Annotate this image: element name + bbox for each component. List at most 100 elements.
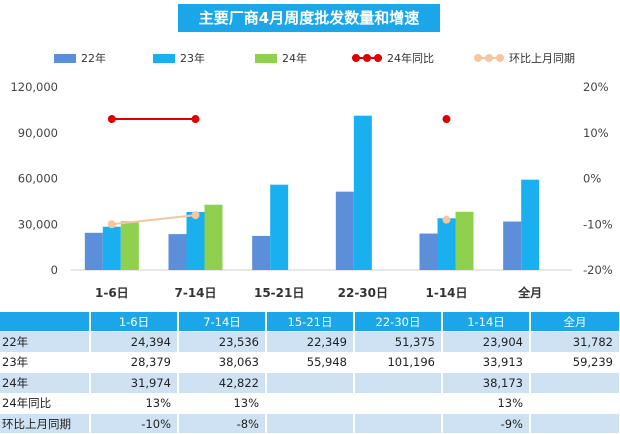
bar-24年 <box>455 211 474 270</box>
y-left-tick-label: 90,000 <box>18 126 58 140</box>
legend-swatch-23 <box>153 53 175 63</box>
table-cell <box>354 393 443 414</box>
y-left-tick-label: 120,000 <box>10 80 58 94</box>
table-cell: 59,239 <box>530 352 620 374</box>
table-row-label: 24年同比 <box>0 393 91 414</box>
table-cell: 55,948 <box>266 352 355 374</box>
x-tick-label: 15-21日 <box>254 286 304 300</box>
table-cell: 24,394 <box>90 331 179 353</box>
bar-23年 <box>186 211 205 270</box>
table-header-row: 1-6日 7-14日 15-21日 22-30日 1-14日 全月 <box>0 312 620 333</box>
chart-plot: 0 30,000 60,000 90,000 120,000 -20% -10% 0% 10% 2… <box>10 80 613 300</box>
table-cell: -9% <box>442 413 531 434</box>
legend-swatch-24 <box>255 53 277 63</box>
table-cell: 23,536 <box>178 331 267 353</box>
bar-23年 <box>521 179 540 270</box>
line-point-24年同比 <box>442 115 451 124</box>
legend-label-yoy: 24年同比 <box>387 52 434 65</box>
line-segment-环比上月同期 <box>111 214 196 226</box>
table-cell: 42,822 <box>178 372 267 394</box>
table-cell: 23,904 <box>442 331 531 353</box>
legend-item-yoy: 24年同比 <box>352 50 434 66</box>
table-cell: 38,173 <box>442 372 531 394</box>
bar-23年 <box>102 226 121 270</box>
table-cell: 51,375 <box>354 331 443 353</box>
y-right-tick-label: 0% <box>583 172 601 186</box>
legend-marker-yoy <box>352 53 382 63</box>
table-cell: 38,063 <box>178 352 267 374</box>
y-right-tick-label: 20% <box>583 80 609 94</box>
legend-label-23: 23年 <box>180 52 205 65</box>
bar-22年 <box>419 233 438 270</box>
bar-22年 <box>84 232 103 270</box>
table-row: 环比上月同期 -10% -8% -9% <box>0 413 620 434</box>
line-point-环比上月同期 <box>191 211 200 220</box>
table-cell: 28,379 <box>90 352 179 374</box>
bar-22年 <box>335 191 354 270</box>
legend-item-24: 24年 <box>255 50 307 66</box>
y-left-tick-label: 0 <box>51 263 58 277</box>
bar-23年 <box>270 184 289 270</box>
legend-item-22: 22年 <box>54 50 106 66</box>
x-tick-label: 1-6日 <box>95 286 129 300</box>
table-cell <box>530 413 620 434</box>
legend-item-mom: 环比上月同期 <box>474 50 575 66</box>
legend-label-22: 22年 <box>81 52 106 65</box>
chart-title: 主要厂商4月周度批发数量和增速 <box>178 4 440 32</box>
table-row: 23年 28,379 38,063 55,948 101,196 33,913 … <box>0 352 620 374</box>
line-point-24年同比 <box>191 115 200 124</box>
table-cell <box>266 413 355 434</box>
legend-item-23: 23年 <box>153 50 205 66</box>
bar-23年 <box>437 218 456 270</box>
bar-24年 <box>204 204 223 270</box>
y-left-tick-label: 60,000 <box>18 172 58 186</box>
legend-swatch-22 <box>54 53 76 63</box>
bar-22年 <box>252 235 271 270</box>
x-tick-label: 22-30日 <box>338 286 388 300</box>
y-right-tick-label: -10% <box>583 217 613 231</box>
table-header-cell: 15-21日 <box>266 312 355 333</box>
table-cell: -8% <box>178 413 267 434</box>
table-cell: 22,349 <box>266 331 355 353</box>
table-cell <box>354 372 443 394</box>
table-cell <box>530 372 620 394</box>
table-cell: 13% <box>90 393 179 414</box>
line-point-环比上月同期 <box>442 215 451 224</box>
table-header-cell: 1-14日 <box>442 312 531 333</box>
table-row-label: 24年 <box>0 372 91 394</box>
table-cell: 13% <box>178 393 267 414</box>
table-cell: -10% <box>90 413 179 434</box>
table-header-cell <box>0 312 91 333</box>
table-header-cell: 7-14日 <box>178 312 267 333</box>
table-header-cell: 22-30日 <box>354 312 443 333</box>
data-table: 1-6日 7-14日 15-21日 22-30日 1-14日 全月 22年 24… <box>0 312 620 434</box>
y-right-tick-label: 10% <box>583 126 609 140</box>
table-header-cell: 全月 <box>530 312 620 333</box>
line-point-环比上月同期 <box>107 220 116 229</box>
bar-22年 <box>168 234 187 270</box>
bar-23年 <box>353 115 372 270</box>
legend-label-24: 24年 <box>282 52 307 65</box>
table-header-cell: 1-6日 <box>90 312 179 333</box>
legend-marker-mom <box>474 53 504 63</box>
table-row: 22年 24,394 23,536 22,349 51,375 23,904 3… <box>0 331 620 353</box>
table-cell: 13% <box>442 393 531 414</box>
x-tick-label: 全月 <box>517 285 542 300</box>
table-row-label: 22年 <box>0 331 91 353</box>
table-cell <box>530 393 620 414</box>
table-cell: 31,782 <box>530 331 620 353</box>
table-cell: 33,913 <box>442 352 531 374</box>
legend-label-mom: 环比上月同期 <box>509 52 575 65</box>
table-cell: 31,974 <box>90 372 179 394</box>
table-row: 24年 31,974 42,822 38,173 <box>0 372 620 394</box>
table-cell <box>354 413 443 434</box>
bar-22年 <box>503 221 522 270</box>
table-cell: 101,196 <box>354 352 443 374</box>
x-tick-label: 7-14日 <box>174 286 216 300</box>
legend: 22年 23年 24年 24年同比 环比上月同期 <box>0 50 620 66</box>
bar-24年 <box>120 221 139 270</box>
table-row-label: 23年 <box>0 352 91 374</box>
line-point-24年同比 <box>107 115 116 124</box>
y-right-tick-label: -20% <box>583 263 613 277</box>
table-row-label: 环比上月同期 <box>0 413 91 434</box>
